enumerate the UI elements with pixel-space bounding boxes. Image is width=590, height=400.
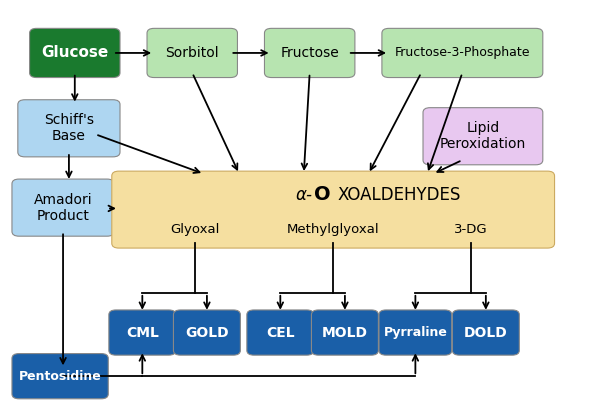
- Text: Schiff's
Base: Schiff's Base: [44, 113, 94, 144]
- FancyBboxPatch shape: [312, 310, 378, 355]
- Text: CEL: CEL: [266, 326, 294, 340]
- FancyBboxPatch shape: [264, 28, 355, 78]
- FancyBboxPatch shape: [173, 310, 240, 355]
- FancyBboxPatch shape: [423, 108, 543, 165]
- Text: DOLD: DOLD: [464, 326, 508, 340]
- Text: O: O: [314, 186, 331, 204]
- Text: Pentosidine: Pentosidine: [19, 370, 101, 383]
- FancyBboxPatch shape: [379, 310, 452, 355]
- FancyBboxPatch shape: [109, 310, 176, 355]
- Text: Fructose-3-Phosphate: Fructose-3-Phosphate: [395, 46, 530, 60]
- FancyBboxPatch shape: [18, 100, 120, 157]
- FancyBboxPatch shape: [112, 171, 555, 248]
- FancyBboxPatch shape: [12, 354, 108, 399]
- Text: GOLD: GOLD: [185, 326, 229, 340]
- Text: Methylglyoxal: Methylglyoxal: [287, 223, 379, 236]
- FancyBboxPatch shape: [12, 179, 114, 236]
- FancyBboxPatch shape: [30, 28, 120, 78]
- Text: α-: α-: [296, 186, 313, 204]
- Text: Glyoxal: Glyoxal: [171, 223, 220, 236]
- Text: Amadori
Product: Amadori Product: [34, 192, 93, 223]
- FancyBboxPatch shape: [382, 28, 543, 78]
- Text: 3-DG: 3-DG: [454, 223, 488, 236]
- Text: Pyrraline: Pyrraline: [384, 326, 447, 339]
- Text: XOALDEHYDES: XOALDEHYDES: [338, 186, 461, 204]
- FancyBboxPatch shape: [453, 310, 519, 355]
- Text: Sorbitol: Sorbitol: [165, 46, 219, 60]
- Text: MOLD: MOLD: [322, 326, 368, 340]
- FancyBboxPatch shape: [247, 310, 314, 355]
- Text: Glucose: Glucose: [41, 46, 109, 60]
- Text: CML: CML: [126, 326, 159, 340]
- Text: Fructose: Fructose: [280, 46, 339, 60]
- Text: Lipid
Peroxidation: Lipid Peroxidation: [440, 121, 526, 151]
- FancyBboxPatch shape: [147, 28, 237, 78]
